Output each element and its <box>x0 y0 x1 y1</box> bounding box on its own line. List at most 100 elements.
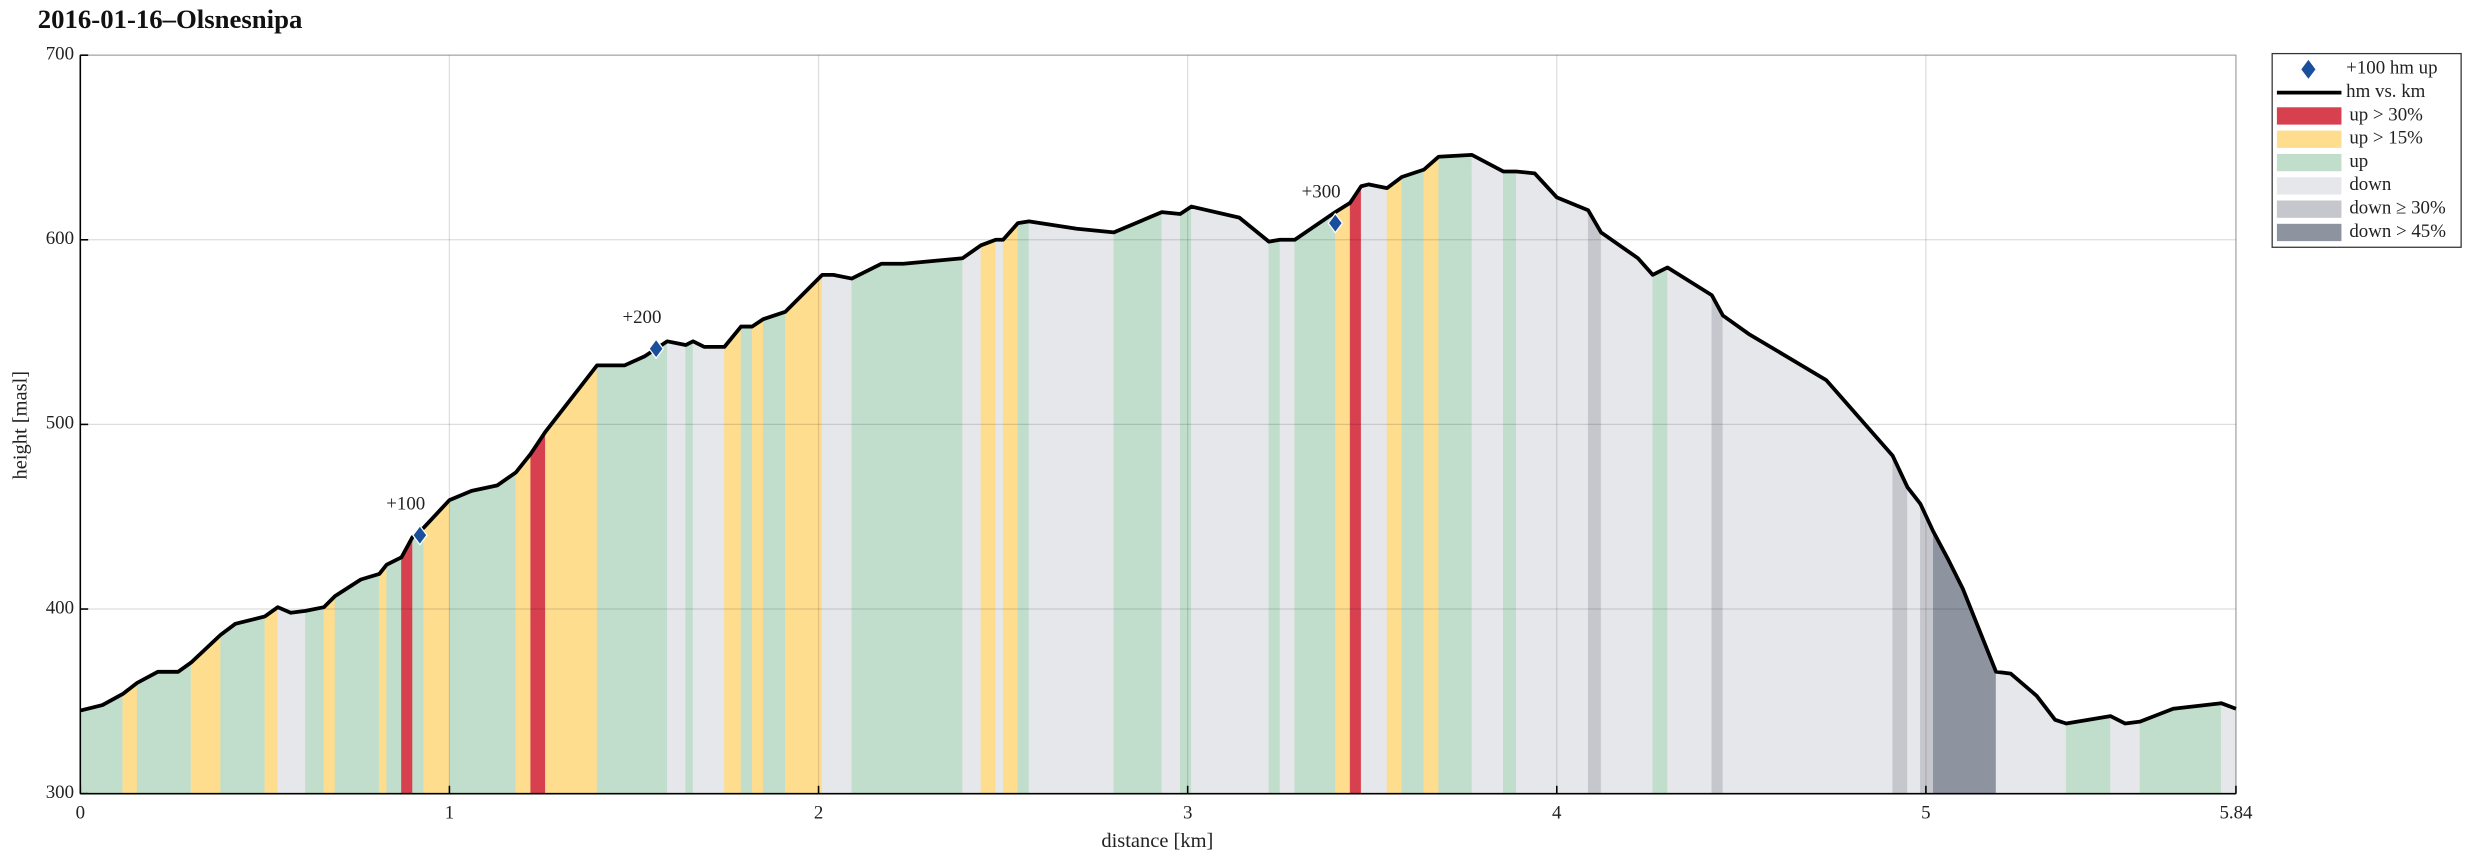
slope-band <box>740 326 753 794</box>
slope-band <box>1279 239 1295 794</box>
legend-label: hm vs. km <box>2346 81 2425 102</box>
slope-band <box>220 623 236 794</box>
slope-band <box>1161 211 1181 794</box>
slope-band <box>1401 169 1425 794</box>
slope-band <box>1995 671 2012 794</box>
legend-swatch <box>2276 200 2342 218</box>
slope-band <box>903 257 963 794</box>
slope-band <box>2124 721 2141 794</box>
slope-band <box>2220 702 2237 794</box>
x-tick-label: 0 <box>76 802 85 823</box>
slope-band <box>386 556 402 794</box>
climb-label: +200 <box>622 307 661 328</box>
slope-band <box>290 610 306 794</box>
slope-band <box>1268 239 1281 794</box>
slope-band <box>401 536 413 794</box>
slope-band <box>1076 228 1115 794</box>
slope-band <box>644 340 668 794</box>
x-tick-label: 4 <box>1552 802 1562 823</box>
slope-band <box>2110 715 2126 794</box>
legend-label: down > 45% <box>2349 221 2446 242</box>
slope-band <box>1652 267 1668 794</box>
legend-swatch <box>2276 223 2342 242</box>
legend-swatch <box>2276 130 2342 148</box>
slope-band <box>1515 171 1535 794</box>
slope-band <box>1503 171 1517 794</box>
y-tick-label: 700 <box>46 43 74 64</box>
slope-band <box>360 573 380 794</box>
slope-band <box>703 346 725 794</box>
slope-band <box>1892 455 1908 794</box>
slope-band <box>2065 715 2111 794</box>
slope-band <box>785 274 823 794</box>
y-tick-label: 500 <box>46 413 74 434</box>
slope-band <box>305 606 325 794</box>
chart-title: 2016-01-16–Olsnesnipa <box>38 4 303 34</box>
slope-band <box>724 325 742 794</box>
legend-label: up > 30% <box>2349 104 2423 125</box>
x-tick-label: 5 <box>1921 802 1930 823</box>
slope-band <box>1947 559 1964 794</box>
legend-swatch <box>2276 107 2342 125</box>
slope-band <box>1667 267 1713 794</box>
climb-marker <box>648 338 665 360</box>
legend-label: down ≥ 30% <box>2349 197 2446 218</box>
x-tick-label: 1 <box>445 802 454 823</box>
slope-band <box>1002 222 1019 794</box>
slope-band <box>1556 196 1589 794</box>
slope-band <box>1113 211 1163 794</box>
slope-band <box>515 453 531 794</box>
y-axis-label: height [masl] <box>10 371 32 480</box>
slope-band <box>762 311 786 794</box>
slope-band <box>80 704 103 794</box>
slope-band <box>264 606 279 794</box>
slope-band <box>1180 206 1192 794</box>
y-tick-label: 600 <box>46 228 74 249</box>
slope-band <box>1722 315 1749 794</box>
slope-band <box>1933 531 1949 794</box>
slope-band <box>1386 176 1402 794</box>
slope-band <box>423 499 450 794</box>
slope-band <box>1587 209 1602 794</box>
slope-band <box>412 527 424 794</box>
profile-line <box>79 152 2237 726</box>
legend-label: down <box>2349 174 2392 195</box>
slope-band <box>323 595 336 794</box>
y-tick-label: 400 <box>46 597 74 618</box>
slope-band <box>1962 588 1997 794</box>
slope-band <box>1711 295 1724 794</box>
slope-band <box>833 274 852 794</box>
slope-band <box>545 364 598 794</box>
x-tick-label: 2 <box>814 802 823 823</box>
legend-swatch <box>2276 153 2342 172</box>
slope-band <box>1534 172 1558 794</box>
slope-band <box>1637 257 1653 794</box>
slope-band <box>1335 202 1351 794</box>
slope-band <box>1907 486 1921 794</box>
slope-band <box>666 341 686 794</box>
legend-label: up <box>2349 151 2368 172</box>
slope-band <box>851 263 882 794</box>
slope-band <box>751 318 764 794</box>
slope-band <box>685 340 694 794</box>
slope-band <box>1471 154 1504 794</box>
legend-label: +100 hm up <box>2346 58 2437 79</box>
x-tick-label: 5.84 <box>2219 802 2253 823</box>
slope-band <box>596 365 625 794</box>
slope-band <box>881 263 904 794</box>
slope-band <box>821 274 834 794</box>
slope-band <box>1368 184 1388 794</box>
slope-band <box>1600 231 1639 794</box>
slope-band <box>2172 702 2222 794</box>
slope-band <box>449 490 472 794</box>
slope-band <box>1748 333 1827 794</box>
legend-marker <box>2301 59 2316 79</box>
slope-band <box>624 355 646 794</box>
slope-band <box>1438 154 1473 794</box>
slope-band <box>1920 503 1934 794</box>
slope-band <box>334 579 362 794</box>
slope-band <box>1017 221 1030 794</box>
x-axis-label: distance [km] <box>1101 830 1213 852</box>
